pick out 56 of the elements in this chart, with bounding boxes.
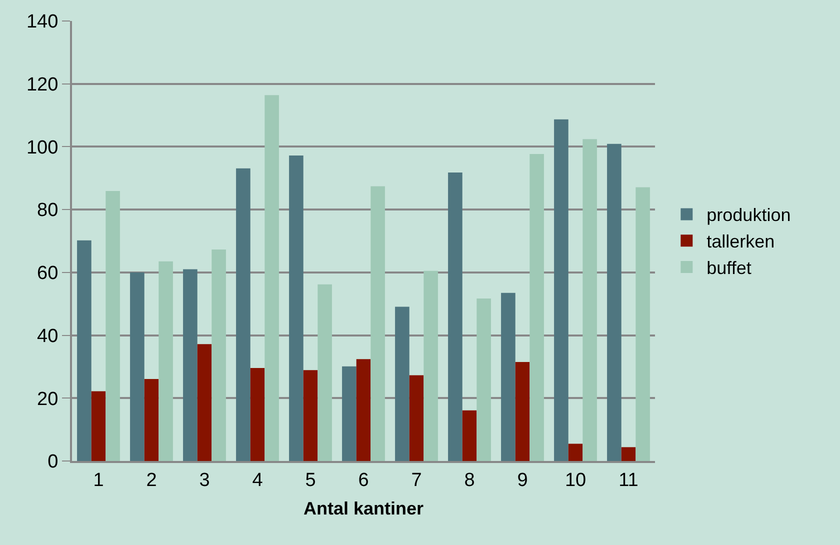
bar xyxy=(424,270,438,461)
y-tick-label: 60 xyxy=(37,263,58,284)
y-tick-label: 100 xyxy=(26,137,58,158)
bar xyxy=(462,410,477,461)
bar xyxy=(303,370,318,461)
bar xyxy=(582,139,597,461)
y-tick-label: 20 xyxy=(37,388,58,410)
bar xyxy=(264,95,279,461)
bar xyxy=(144,378,159,461)
bar xyxy=(77,240,92,461)
y-tick-label: 0 xyxy=(48,452,58,473)
bar xyxy=(621,447,636,461)
bar xyxy=(568,444,583,461)
bar xyxy=(554,119,568,461)
y-tick-label: 120 xyxy=(26,74,58,96)
x-tick-label: 9 xyxy=(517,470,528,491)
bar xyxy=(158,261,173,461)
bar xyxy=(395,306,410,461)
x-axis-title: Antal kantiner xyxy=(303,498,424,518)
bar xyxy=(448,172,462,461)
bar xyxy=(607,144,622,461)
bar xyxy=(91,391,106,461)
bar xyxy=(342,366,356,461)
bar xyxy=(318,284,332,461)
bar xyxy=(289,156,304,461)
y-tick-label: 80 xyxy=(37,200,58,222)
legend-label: produktion xyxy=(706,205,791,226)
bar xyxy=(515,362,530,461)
bar xyxy=(250,368,265,461)
bar xyxy=(636,187,650,461)
bar xyxy=(197,344,212,461)
y-tick-label: 40 xyxy=(37,326,58,347)
bar xyxy=(409,375,424,461)
x-tick-label: 4 xyxy=(252,470,264,491)
x-tick-label: 8 xyxy=(464,470,475,491)
bar xyxy=(370,186,385,461)
legend-label: tallerken xyxy=(706,232,775,252)
bar xyxy=(236,168,250,461)
legend-label: buffet xyxy=(706,258,752,278)
x-tick-label: 10 xyxy=(564,470,586,491)
bar xyxy=(212,249,226,461)
bar xyxy=(530,154,544,461)
bar xyxy=(130,272,144,461)
x-tick-label: 2 xyxy=(146,470,157,491)
bar xyxy=(183,269,198,461)
bar xyxy=(501,292,516,461)
bar xyxy=(106,191,120,461)
x-tick-label: 11 xyxy=(618,470,638,491)
x-tick-label: 6 xyxy=(358,470,369,491)
x-tick-label: 7 xyxy=(411,470,422,491)
bar xyxy=(476,298,491,461)
x-tick-label: 1 xyxy=(93,470,104,491)
bar xyxy=(356,359,371,461)
x-tick-label: 5 xyxy=(305,470,316,491)
x-tick-label: 3 xyxy=(199,470,210,491)
y-tick-label: 140 xyxy=(26,12,58,33)
